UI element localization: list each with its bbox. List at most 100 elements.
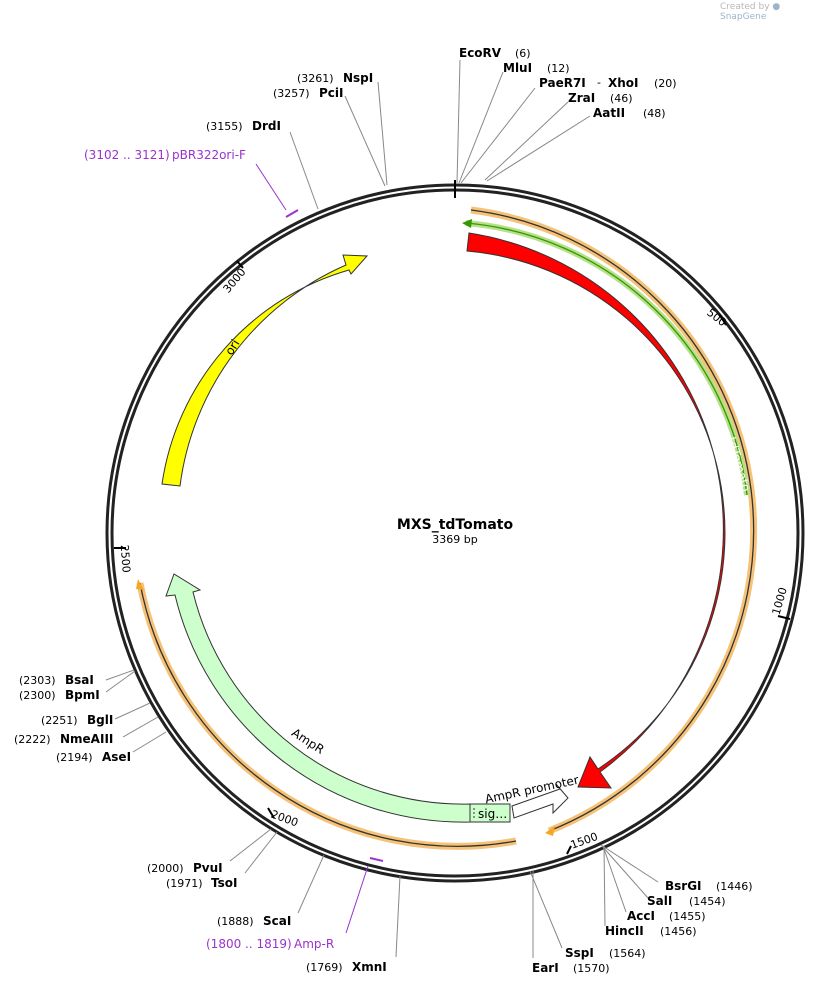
aatii-pos: (48) <box>643 107 666 120</box>
enzyme-zrai[interactable]: ZraI (46) <box>568 91 633 105</box>
orange-track-left <box>136 579 517 850</box>
sspi-name: SspI <box>565 946 594 960</box>
enzyme-asei[interactable]: (2194) AseI <box>56 750 131 764</box>
sig-feature[interactable]: sig… <box>469 803 511 823</box>
enzyme-tsoi[interactable]: (1971) TsoI <box>166 876 237 890</box>
orange-track-right <box>470 206 758 836</box>
acci-pos: (1455) <box>669 910 706 923</box>
mlui-pos: (12) <box>547 62 570 75</box>
paer7i-pos: (20) <box>654 77 677 90</box>
bpmi-pos: (2300) <box>19 689 56 702</box>
zrai-pos: (46) <box>610 92 633 105</box>
bsai-name: BsaI <box>65 673 94 687</box>
mlui-name: MluI <box>503 61 532 75</box>
tick-label-2000: 2000 <box>269 808 300 830</box>
pcii-name: PciI <box>319 86 344 100</box>
enzyme-mlui[interactable]: MluI (12) <box>503 61 570 75</box>
sspi-pos: (1564) <box>609 947 646 960</box>
enzyme-bpmi[interactable]: (2300) BpmI <box>19 688 100 702</box>
enzyme-drdi[interactable]: (3155) DrdI <box>206 119 281 133</box>
xmni-name: XmnI <box>352 960 387 974</box>
xmni-pos: (1769) <box>306 961 343 974</box>
snapgene-credit: Created by ● SnapGene <box>720 2 819 22</box>
sali-name: SalI <box>647 894 672 908</box>
snapgene-logo-icon: ● <box>772 2 781 12</box>
enzyme-bgli[interactable]: (2251) BglI <box>41 713 113 727</box>
tick-500: 500 <box>704 306 729 329</box>
plasmid-name: MXS_tdTomato <box>397 517 514 533</box>
tick-2000: 2000 <box>267 807 300 830</box>
asei-pos: (2194) <box>56 751 93 764</box>
bgli-name: BglI <box>87 713 113 727</box>
nspi-name: NspI <box>343 71 373 85</box>
enzyme-sspi[interactable]: SspI (1564) <box>565 946 646 960</box>
bsrgi-name: BsrGI <box>665 879 702 893</box>
hincii-name: HincII <box>605 924 644 938</box>
enzyme-aatii[interactable]: AatII (48) <box>593 106 666 120</box>
amp-r-range: (1800 .. 1819) <box>206 937 292 951</box>
enzyme-pcii[interactable]: (3257) PciI <box>273 86 344 100</box>
pbr322ori-range: (3102 .. 3121) <box>84 148 170 162</box>
enzyme-scai[interactable]: (1888) ScaI <box>217 914 291 928</box>
tick-label-500: 500 <box>704 306 729 329</box>
pvui-pos: (2000) <box>147 862 184 875</box>
enzyme-xmni[interactable]: (1769) XmnI <box>306 960 387 974</box>
tick-label-2500: 2500 <box>118 544 133 573</box>
pcii-pos: (3257) <box>273 87 310 100</box>
enzyme-nspi[interactable]: (3261) NspI <box>297 71 373 85</box>
ecorv-name: EcoRV <box>459 46 502 60</box>
eari-name: EarI <box>532 961 559 975</box>
nmeaiii-name: NmeAIII <box>60 732 113 746</box>
sig-label: sig… <box>478 807 507 821</box>
bgli-pos: (2251) <box>41 714 78 727</box>
aatii-name: AatII <box>593 106 625 120</box>
pvui-name: PvuI <box>193 861 223 875</box>
enzyme-nmeaiii[interactable]: (2222) NmeAIII <box>14 732 113 746</box>
paer7i-name: PaeR7I <box>539 76 586 90</box>
enzyme-bsai[interactable]: (2303) BsaI <box>19 673 94 687</box>
credit-brand: SnapGene <box>720 12 767 22</box>
plasmid-length: 3369 bp <box>432 533 477 546</box>
ori-feature[interactable] <box>161 254 369 487</box>
drdi-name: DrdI <box>252 119 281 133</box>
eari-pos: (1570) <box>573 962 610 975</box>
drdi-pos: (3155) <box>206 120 243 133</box>
ampr-feature[interactable] <box>165 573 471 823</box>
enzyme-acci[interactable]: AccI (1455) <box>627 909 706 923</box>
asei-name: AseI <box>102 750 131 764</box>
xhoi-name: XhoI <box>608 76 639 90</box>
enzyme-sali[interactable]: SalI (1454) <box>647 894 726 908</box>
sali-pos: (1454) <box>689 895 726 908</box>
zrai-name: ZraI <box>568 91 595 105</box>
bpmi-name: BpmI <box>65 688 100 702</box>
bsrgi-pos: (1446) <box>716 880 753 893</box>
tick-label-1000: 1000 <box>770 586 790 616</box>
primer-pbr322ori-f[interactable]: (3102 .. 3121) pBR322ori-F <box>84 148 299 218</box>
ecorv-pos: (6) <box>515 47 531 60</box>
credit-prefix: Created by <box>720 2 770 12</box>
enzyme-eari[interactable]: EarI (1570) <box>532 961 610 975</box>
paer7i-sep: - <box>597 76 601 89</box>
acci-name: AccI <box>627 909 655 923</box>
tick-2500: 2500 <box>114 544 133 573</box>
primer-amp-r[interactable]: (1800 .. 1819) Amp-R <box>206 857 384 951</box>
pbr322ori-name: pBR322ori-F <box>172 148 246 162</box>
leader-lines <box>105 59 659 958</box>
scai-name: ScaI <box>263 914 291 928</box>
green-track <box>462 219 750 496</box>
enzyme-bsrgi[interactable]: BsrGI (1446) <box>665 879 753 893</box>
enzyme-pvui[interactable]: (2000) PvuI <box>147 861 223 875</box>
amp-r-name: Amp-R <box>294 937 334 951</box>
tsoi-pos: (1971) <box>166 877 203 890</box>
tsoi-name: TsoI <box>211 876 237 890</box>
nspi-pos: (3261) <box>297 72 334 85</box>
tick-label-1500: 1500 <box>569 830 600 852</box>
enzyme-paer7i-xhoi[interactable]: PaeR7I - XhoI (20) <box>539 76 677 90</box>
bsai-pos: (2303) <box>19 674 56 687</box>
ampr-promoter-feature[interactable] <box>511 783 569 819</box>
nmeaiii-pos: (2222) <box>14 733 51 746</box>
tdtomato-feature[interactable] <box>466 232 726 789</box>
enzyme-hincii[interactable]: HincII (1456) <box>605 924 697 938</box>
enzyme-ecorv[interactable]: EcoRV (6) <box>459 46 531 60</box>
